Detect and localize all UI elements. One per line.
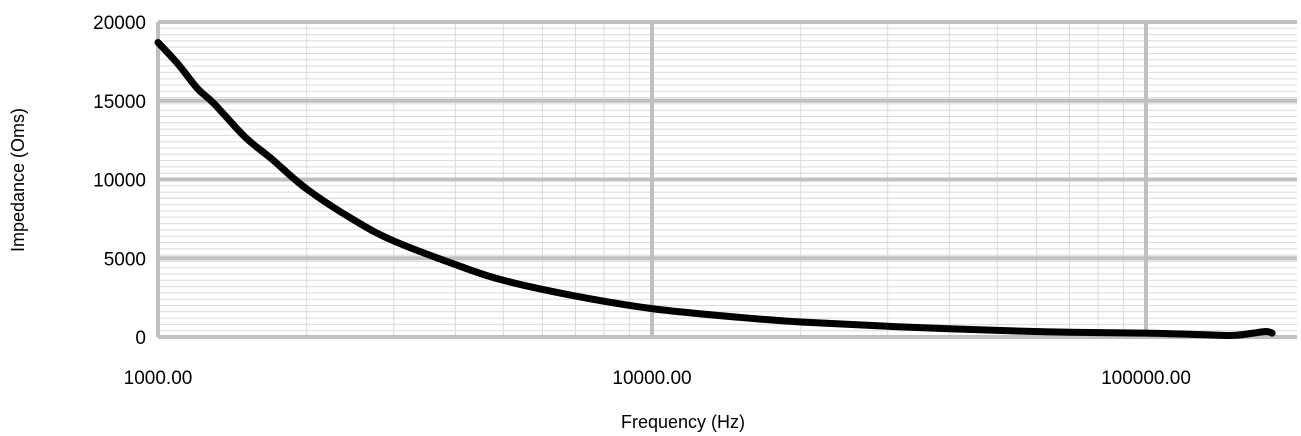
y-tick-label: 5000 (104, 249, 146, 270)
y-axis-title: Impedance (Oms) (8, 108, 28, 252)
y-tick-label: 15000 (93, 92, 146, 113)
impedance-series-line (154, 39, 1276, 339)
series-layer (154, 39, 1276, 339)
x-axis-title: Frequency (Hz) (621, 412, 745, 432)
x-axis-ticks: 1000.00 10000.00 100000.00 (124, 368, 1191, 389)
x-tick-label: 1000.00 (124, 368, 193, 389)
y-tick-label: 10000 (93, 171, 146, 192)
y-tick-label: 20000 (93, 13, 146, 34)
y-tick-label: 0 (135, 328, 146, 349)
y-axis-ticks: 0 5000 10000 15000 20000 (93, 13, 146, 349)
x-tick-label: 100000.00 (1101, 368, 1191, 389)
plot-grid (156, 20, 1297, 339)
x-tick-label: 10000.00 (612, 368, 691, 389)
